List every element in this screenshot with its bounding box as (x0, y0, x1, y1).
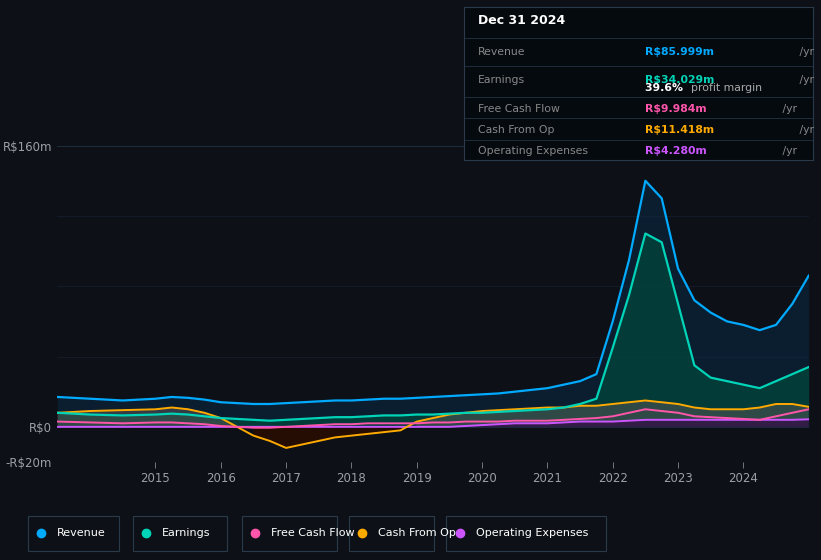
Text: Cash From Op: Cash From Op (478, 125, 554, 135)
Text: R$9.984m: R$9.984m (645, 104, 707, 114)
Text: Cash From Op: Cash From Op (378, 529, 456, 538)
Text: Free Cash Flow: Free Cash Flow (478, 104, 560, 114)
Text: Operating Expenses: Operating Expenses (475, 529, 588, 538)
Text: Revenue: Revenue (57, 529, 106, 538)
Text: Earnings: Earnings (163, 529, 211, 538)
Text: /yr: /yr (779, 146, 797, 156)
Text: Revenue: Revenue (478, 47, 525, 57)
Text: R$4.280m: R$4.280m (645, 146, 707, 156)
Text: Earnings: Earnings (478, 76, 525, 85)
Text: R$11.418m: R$11.418m (645, 125, 714, 135)
Text: /yr: /yr (779, 104, 797, 114)
Text: 39.6%: 39.6% (645, 83, 687, 93)
Text: profit margin: profit margin (690, 83, 762, 93)
Text: R$34.029m: R$34.029m (645, 76, 715, 85)
Text: R$85.999m: R$85.999m (645, 47, 714, 57)
Text: Operating Expenses: Operating Expenses (478, 146, 588, 156)
Text: Free Cash Flow: Free Cash Flow (271, 529, 355, 538)
Text: /yr: /yr (796, 76, 814, 85)
Text: /yr: /yr (796, 125, 814, 135)
Text: Dec 31 2024: Dec 31 2024 (478, 14, 565, 27)
Text: /yr: /yr (796, 47, 814, 57)
